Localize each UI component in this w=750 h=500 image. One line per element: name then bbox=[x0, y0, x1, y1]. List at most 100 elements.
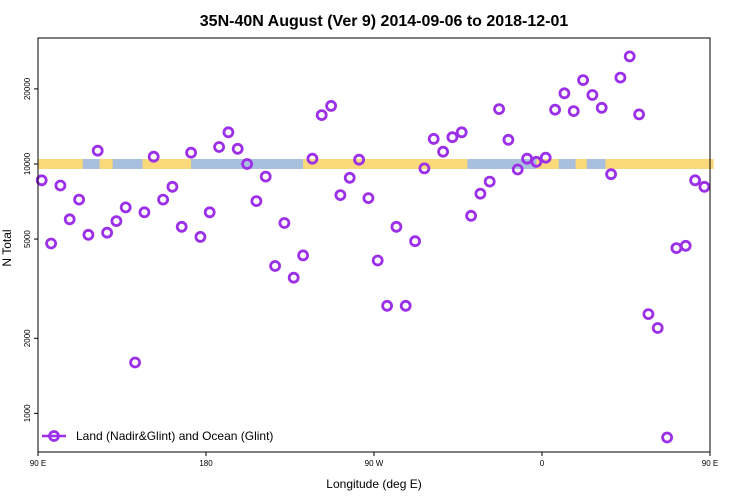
data-point bbox=[306, 152, 319, 165]
data-point bbox=[558, 87, 571, 100]
data-point bbox=[101, 226, 113, 239]
y-axis: 1000 2000 5000 10000 20000 bbox=[23, 77, 38, 422]
data-point bbox=[381, 299, 394, 312]
data-point bbox=[502, 133, 515, 146]
data-point bbox=[437, 145, 450, 158]
data-point bbox=[334, 189, 347, 202]
data-point bbox=[698, 180, 711, 193]
land-segment bbox=[99, 158, 113, 169]
legend-label: Land (Nadir&Glint) and Ocean (Glint) bbox=[76, 429, 273, 443]
y-axis-label: N Total bbox=[0, 229, 14, 266]
x-axis: 90 E 180 90 W 0 90 E bbox=[30, 452, 718, 468]
data-point bbox=[157, 193, 170, 206]
data-point bbox=[633, 108, 645, 121]
data-point bbox=[35, 174, 48, 187]
data-point bbox=[605, 168, 617, 181]
data-point bbox=[213, 141, 226, 153]
data-point bbox=[63, 213, 76, 226]
data-point bbox=[203, 206, 216, 219]
data-point bbox=[73, 193, 85, 206]
data-point bbox=[651, 322, 664, 334]
data-point bbox=[446, 131, 459, 144]
data-point bbox=[511, 163, 524, 176]
data-point bbox=[530, 155, 543, 168]
data-point bbox=[166, 180, 179, 193]
data-point bbox=[409, 235, 422, 248]
surface-type-strip bbox=[38, 158, 714, 169]
data-point bbox=[269, 260, 282, 272]
data-point bbox=[577, 74, 589, 86]
data-point bbox=[91, 144, 104, 157]
y-tick-label: 10000 bbox=[23, 152, 32, 175]
data-point bbox=[250, 195, 263, 208]
data-point bbox=[175, 220, 188, 233]
y-tick-label: 1000 bbox=[23, 404, 32, 422]
data-point bbox=[54, 179, 67, 192]
data-point bbox=[642, 308, 655, 321]
data-point bbox=[595, 101, 608, 114]
land-segment bbox=[142, 158, 192, 169]
data-point bbox=[623, 50, 636, 63]
data-point bbox=[194, 230, 207, 243]
data-point bbox=[138, 206, 151, 219]
legend-marker bbox=[48, 430, 60, 442]
data-point bbox=[493, 103, 506, 115]
x-tick-label: 90 E bbox=[702, 459, 718, 468]
data-point bbox=[297, 249, 310, 262]
data-point bbox=[241, 158, 254, 170]
data-point bbox=[549, 103, 561, 116]
data-point bbox=[45, 237, 57, 250]
data-point bbox=[362, 192, 375, 205]
data-point bbox=[371, 254, 384, 267]
data-point bbox=[483, 175, 496, 188]
data-point bbox=[185, 146, 198, 159]
data-point bbox=[465, 209, 478, 222]
data-point bbox=[231, 142, 244, 155]
data-point bbox=[119, 201, 132, 214]
x-axis-label: Longitude (deg E) bbox=[326, 477, 421, 491]
data-point bbox=[427, 132, 440, 145]
data-points bbox=[35, 50, 711, 444]
x-tick-label: 180 bbox=[199, 459, 213, 468]
chart-title: 35N-40N August (Ver 9) 2014-09-06 to 201… bbox=[200, 13, 569, 30]
data-point bbox=[129, 356, 142, 369]
data-point bbox=[353, 153, 366, 166]
x-tick-label: 0 bbox=[540, 459, 545, 468]
data-point bbox=[614, 71, 627, 84]
data-point bbox=[689, 174, 701, 187]
data-point bbox=[399, 299, 412, 312]
data-point bbox=[315, 109, 328, 121]
land-segment bbox=[303, 158, 468, 169]
land-segment bbox=[38, 158, 83, 169]
data-point bbox=[586, 89, 599, 101]
x-tick-label: 90 E bbox=[30, 459, 46, 468]
x-tick-label: 90 W bbox=[365, 459, 384, 468]
data-point bbox=[390, 220, 403, 233]
y-tick-label: 5000 bbox=[23, 230, 32, 248]
data-point bbox=[325, 100, 338, 112]
data-point bbox=[679, 239, 692, 252]
data-point bbox=[343, 171, 356, 184]
data-point bbox=[287, 271, 300, 284]
data-point bbox=[670, 242, 683, 255]
data-point bbox=[259, 170, 272, 183]
data-point bbox=[567, 105, 580, 117]
data-point bbox=[455, 126, 468, 139]
data-point bbox=[474, 187, 487, 200]
land-strip-segments bbox=[38, 158, 714, 169]
land-segment bbox=[536, 158, 559, 169]
y-tick-label: 2000 bbox=[23, 329, 32, 347]
data-point bbox=[418, 162, 431, 175]
legend: Land (Nadir&Glint) and Ocean (Glint) bbox=[42, 429, 273, 443]
data-point bbox=[110, 215, 123, 228]
land-segment bbox=[605, 158, 714, 169]
data-point bbox=[521, 152, 533, 165]
data-point bbox=[539, 151, 552, 164]
data-point bbox=[222, 126, 235, 139]
plot-frame bbox=[37, 37, 711, 453]
data-point bbox=[147, 150, 160, 163]
data-point bbox=[82, 228, 95, 241]
data-point bbox=[661, 431, 673, 444]
data-point bbox=[278, 217, 291, 229]
